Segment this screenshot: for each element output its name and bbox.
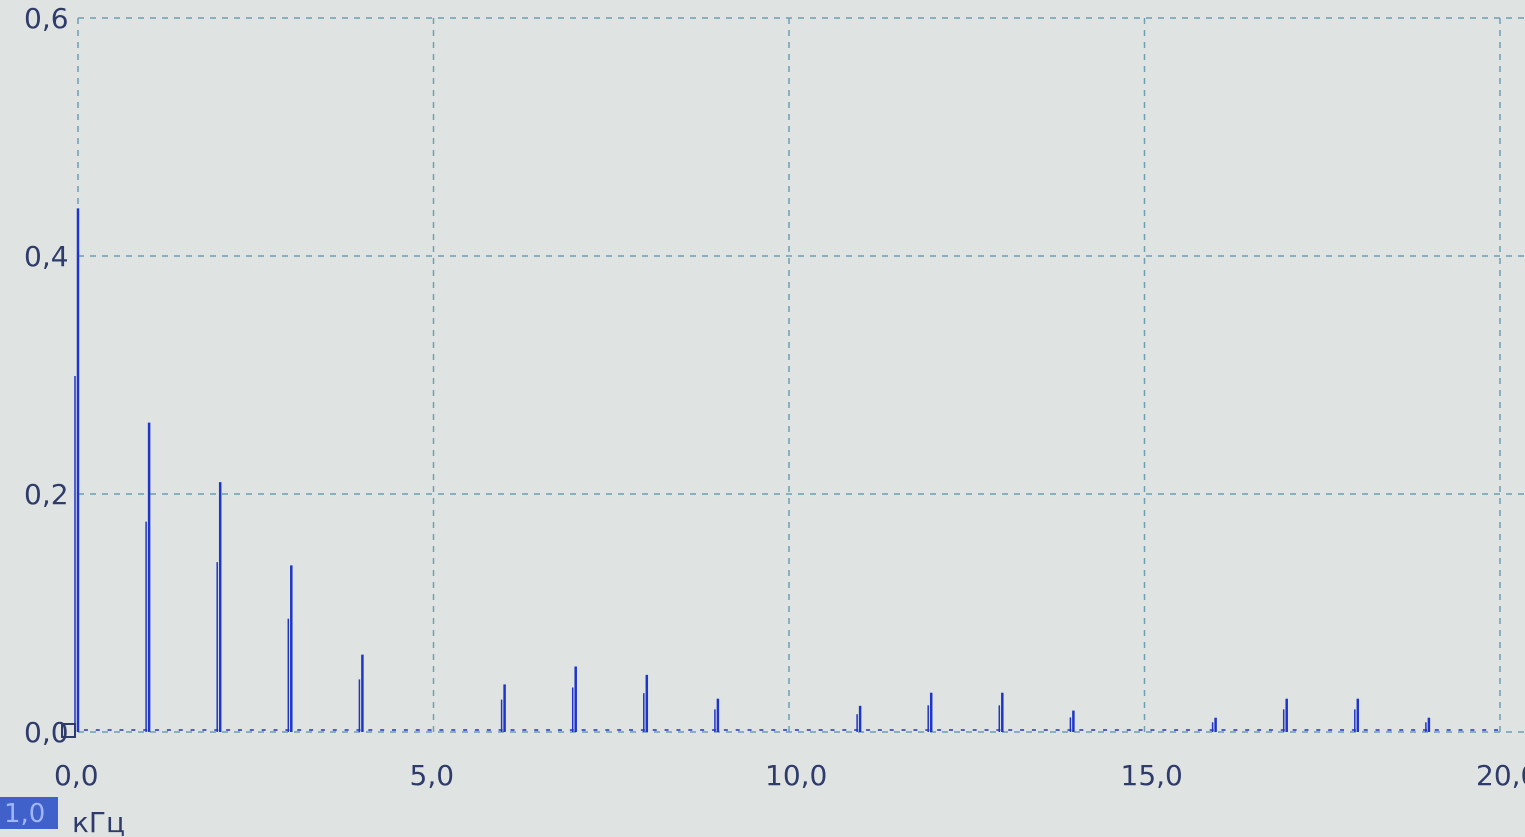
x-tick-label: 5,0: [410, 759, 455, 792]
x-tick-label: 10,0: [765, 759, 827, 792]
x-axis-unit-label: кГц: [72, 806, 125, 837]
range-badge[interactable]: [0, 797, 58, 829]
y-tick-label: 0,6: [24, 2, 69, 35]
series-layer: [74, 208, 1499, 732]
grid-layer: [77, 17, 1525, 733]
y-tick-label: 0,4: [24, 240, 69, 273]
x-tick-label: 20,0: [1476, 759, 1525, 792]
y-tick-label: 0,2: [24, 478, 69, 511]
x-tick-label: 15,0: [1121, 759, 1183, 792]
origin-cursor-marker[interactable]: [61, 723, 76, 738]
axes-layer: 0,05,010,015,020,00,00,20,40,6: [24, 2, 1525, 792]
range-badge-label: 1,0: [4, 799, 45, 829]
x-tick-label: 0,0: [54, 759, 99, 792]
